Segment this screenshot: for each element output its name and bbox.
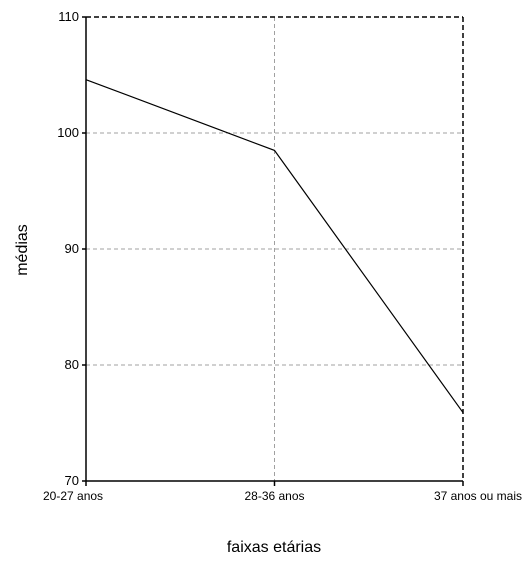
y-tick-label: 90 bbox=[65, 241, 79, 256]
x-tick-label: 20-27 anos bbox=[43, 489, 103, 503]
y-tick-label: 110 bbox=[58, 9, 79, 24]
y-tick-label: 100 bbox=[57, 125, 79, 140]
y-tick-label: 70 bbox=[65, 473, 79, 488]
y-tick-label: 80 bbox=[65, 357, 79, 372]
y-axis-title: médias bbox=[14, 224, 31, 276]
x-axis-title: faixas etárias bbox=[227, 539, 321, 556]
axis-layer bbox=[82, 17, 463, 486]
label-layer: faixas etárias médias 70 80 90 100 110 20-27 … bbox=[14, 9, 522, 556]
x-tick-label: 37 anos ou mais bbox=[434, 489, 522, 503]
grid-layer bbox=[86, 17, 463, 481]
x-tick-label: 28-36 anos bbox=[244, 489, 304, 503]
